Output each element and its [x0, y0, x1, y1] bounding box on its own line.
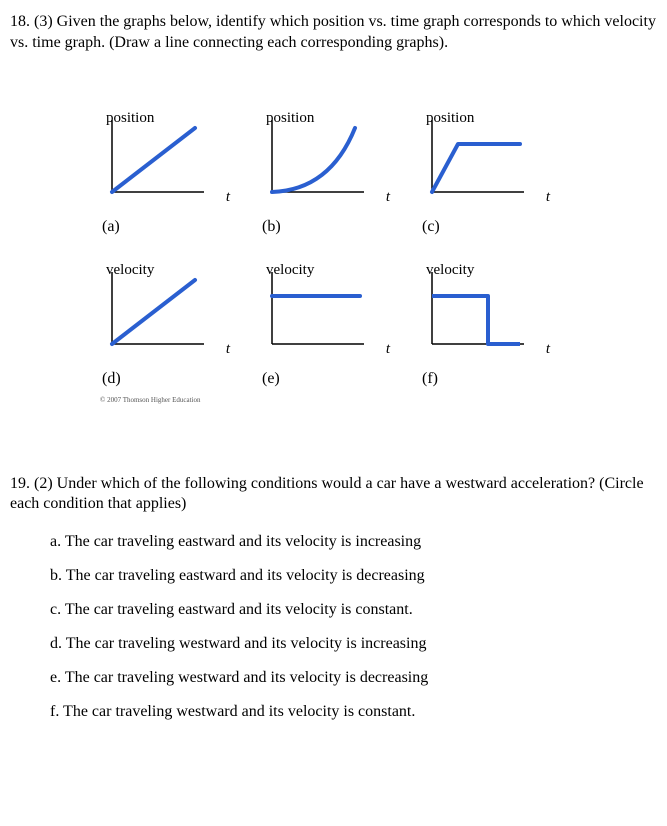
- option-a: a. The car traveling eastward and its ve…: [50, 533, 657, 551]
- option-d: d. The car traveling westward and its ve…: [50, 635, 657, 653]
- graph-e-caption: (e): [262, 370, 280, 388]
- graph-b-caption: (b): [262, 218, 281, 236]
- graph-b-svg: [260, 112, 380, 212]
- graph-a-xlabel: t: [226, 189, 230, 206]
- graph-e-svg: [260, 264, 380, 364]
- graph-f-svg: [420, 264, 540, 364]
- graph-e: velocity t (e): [260, 264, 380, 388]
- graph-f-xlabel: t: [546, 341, 550, 358]
- graph-d-xlabel: t: [226, 341, 230, 358]
- graph-a-caption: (a): [102, 218, 120, 236]
- option-c: c. The car traveling eastward and its ve…: [50, 601, 657, 619]
- question-18-text: 18. (3) Given the graphs below, identify…: [10, 12, 657, 54]
- graph-c: position t (c): [420, 112, 540, 236]
- question-19-options: a. The car traveling eastward and its ve…: [50, 533, 657, 721]
- graph-d: velocity t (d): [100, 264, 220, 388]
- graph-row-position: position t (a) position t (b) position: [100, 112, 657, 236]
- graph-f: velocity t (f): [420, 264, 540, 388]
- graph-a-ylabel: position: [106, 110, 154, 127]
- graph-row-velocity: velocity t (d) velocity t (e) velocity: [100, 264, 657, 388]
- graph-c-ylabel: position: [426, 110, 474, 127]
- graph-c-svg: [420, 112, 540, 212]
- graph-a: position t (a): [100, 112, 220, 236]
- graph-a-svg: [100, 112, 220, 212]
- graph-d-caption: (d): [102, 370, 121, 388]
- option-e: e. The car traveling westward and its ve…: [50, 669, 657, 687]
- graph-c-xlabel: t: [546, 189, 550, 206]
- graph-b-ylabel: position: [266, 110, 314, 127]
- copyright-text: © 2007 Thomson Higher Education: [100, 396, 657, 404]
- option-f: f. The car traveling westward and its ve…: [50, 703, 657, 721]
- graph-e-xlabel: t: [386, 341, 390, 358]
- option-b: b. The car traveling eastward and its ve…: [50, 567, 657, 585]
- graph-d-svg: [100, 264, 220, 364]
- graph-f-caption: (f): [422, 370, 438, 388]
- graph-f-ylabel: velocity: [426, 262, 474, 279]
- question-19-text: 19. (2) Under which of the following con…: [10, 474, 657, 516]
- graph-e-ylabel: velocity: [266, 262, 314, 279]
- graph-b: position t (b): [260, 112, 380, 236]
- graph-d-ylabel: velocity: [106, 262, 154, 279]
- graph-c-caption: (c): [422, 218, 440, 236]
- graph-b-xlabel: t: [386, 189, 390, 206]
